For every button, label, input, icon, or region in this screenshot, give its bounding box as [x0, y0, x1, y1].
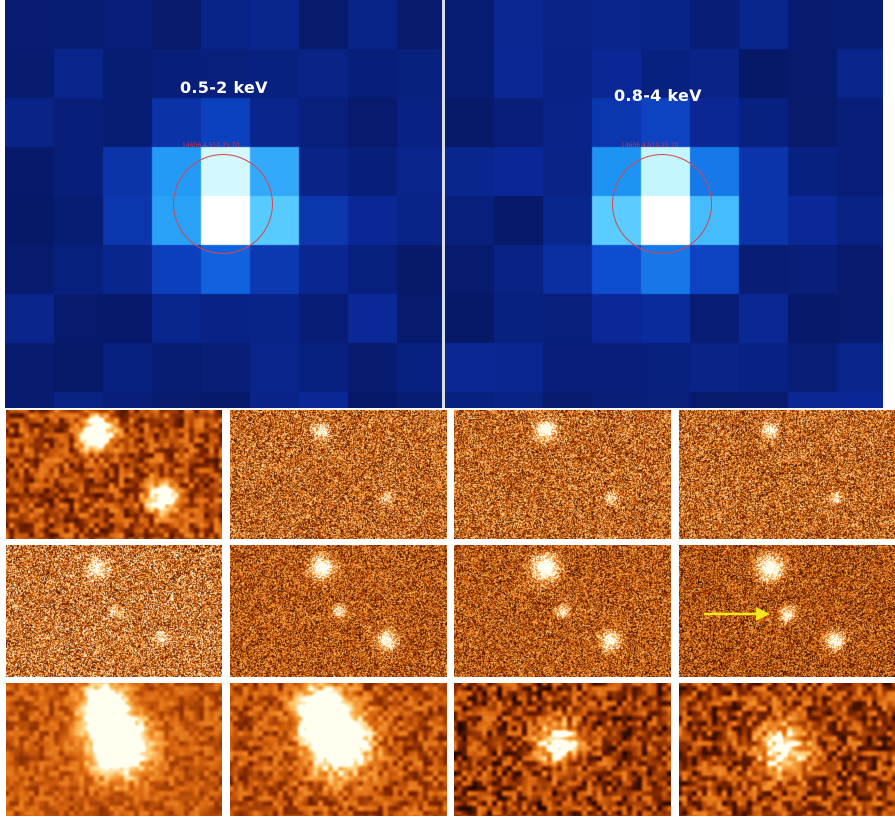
optical-cutout-r2c2	[230, 545, 447, 677]
optical-cutout-image	[6, 410, 222, 539]
optical-cutout-image	[454, 683, 671, 816]
optical-cutout-r3c3	[454, 683, 671, 816]
xray-panel-left: 0.5-2 keV 14606 4.510 25.70	[5, 0, 443, 408]
optical-cutout-r1c1	[6, 410, 222, 539]
optical-cutout-image	[6, 683, 222, 816]
optical-cutout-image	[6, 545, 222, 677]
optical-cutout-r3c1	[6, 683, 222, 816]
optical-cutout-r2c3	[454, 545, 671, 677]
optical-cutout-image	[230, 683, 447, 816]
source-region-circle-left	[173, 154, 273, 254]
region-text-left: 14606 4.510 25.70	[182, 142, 240, 149]
panel-divider	[442, 0, 445, 408]
xray-band-label-right: 0.8-4 keV	[614, 86, 702, 105]
optical-cutout-image	[230, 410, 447, 539]
optical-cutout-image	[679, 410, 895, 539]
optical-cutout-image	[679, 683, 895, 816]
optical-cutout-r3c2	[230, 683, 447, 816]
optical-cutout-r2c1	[6, 545, 222, 677]
xray-band-label-left: 0.5-2 keV	[180, 78, 268, 97]
optical-cutout-r1c2	[230, 410, 447, 539]
source-region-circle-right	[612, 154, 712, 254]
optical-cutout-image	[454, 545, 671, 677]
xray-panel-right: 0.8-4 keV 14606 4.510 25.70	[445, 0, 883, 408]
optical-cutout-image	[454, 410, 671, 539]
optical-cutout-image	[230, 545, 447, 677]
region-text-right: 14606 4.510 25.70	[621, 142, 679, 149]
optical-cutout-r1c4	[679, 410, 895, 539]
optical-cutout-image	[679, 545, 895, 677]
optical-cutout-r2c4	[679, 545, 895, 677]
optical-cutout-r1c3	[454, 410, 671, 539]
optical-cutout-r3c4	[679, 683, 895, 816]
arrow-icon	[704, 607, 770, 621]
